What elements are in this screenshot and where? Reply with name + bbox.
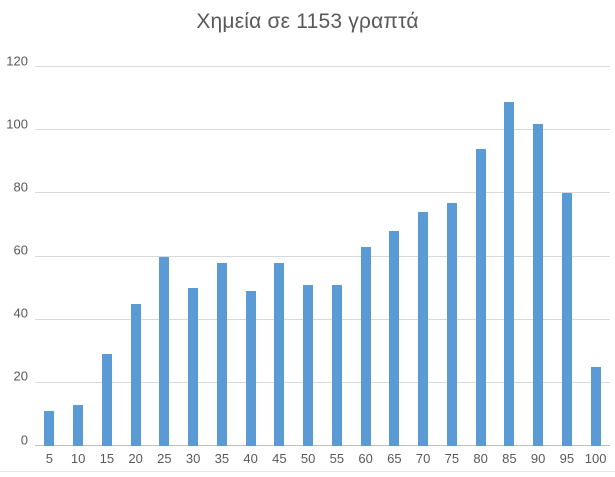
bar [101, 354, 112, 446]
y-axis-label: 60 [13, 242, 28, 258]
bar-slot [93, 67, 122, 446]
y-axis-label: 100 [6, 116, 28, 132]
gridline [35, 66, 610, 67]
plot-area [35, 66, 610, 446]
bar [418, 212, 429, 446]
bar [446, 202, 457, 446]
bar [561, 193, 572, 446]
gridline [35, 318, 610, 320]
bar [504, 101, 515, 446]
bar [73, 404, 84, 446]
bar-slot [409, 67, 438, 446]
gridline [35, 255, 610, 257]
bar-slot [524, 67, 553, 446]
bar [130, 303, 141, 446]
x-axis-label: 90 [530, 451, 546, 466]
x-axis-label: 70 [415, 451, 431, 466]
bar [44, 411, 55, 446]
x-axis-label: 45 [272, 451, 287, 466]
x-axis-label: 25 [157, 451, 172, 466]
bar-slot [495, 67, 524, 446]
bar-slot [236, 67, 265, 446]
gridline [35, 381, 610, 383]
x-axis-label: 80 [473, 451, 488, 466]
gridline [35, 129, 610, 131]
bar-slot [438, 67, 467, 446]
bar-slot [581, 67, 610, 446]
x-axis-label: 5 [45, 451, 53, 466]
y-axis-label: 40 [13, 305, 28, 321]
bar [303, 284, 314, 446]
bar-slot [121, 67, 150, 446]
x-axis: 5 10 15 20 25 30 35 40 45 50 55 60 65 70 75 80 85 90 95 100 [35, 452, 610, 465]
y-axis-label: 20 [13, 368, 28, 384]
bar-slot [294, 67, 323, 446]
bar-slot [380, 67, 409, 446]
x-axis-label: 95 [559, 451, 575, 466]
x-axis-label: 65 [387, 451, 402, 466]
bar [245, 291, 256, 446]
y-axis-label: 80 [13, 179, 28, 195]
chart-title: Χημεία σε 1153 γραπτά [196, 10, 419, 33]
x-axis-label: 75 [444, 451, 460, 466]
x-axis-label: 85 [502, 451, 517, 466]
x-axis-label: 100 [584, 451, 607, 466]
bar [389, 231, 400, 446]
bar [188, 288, 199, 446]
bar-slot [466, 67, 495, 446]
bar-slot [265, 67, 294, 446]
y-axis-label: 0 [20, 432, 28, 447]
bar-slot [150, 67, 179, 446]
bar [331, 284, 342, 446]
bar-slot [179, 67, 208, 446]
bar [533, 123, 544, 446]
x-axis-label: 35 [214, 451, 230, 466]
x-axis-label: 15 [99, 451, 115, 466]
bar [274, 262, 285, 446]
bar-slot [553, 67, 582, 446]
bar-slot [35, 67, 64, 446]
x-axis-label: 10 [70, 451, 86, 466]
x-axis-label: 55 [329, 451, 345, 466]
bar-slot [208, 67, 237, 446]
y-axis: 0 20 40 60 80 100 120 [0, 54, 28, 447]
x-axis-label: 50 [300, 451, 316, 466]
x-axis-label: 60 [358, 451, 373, 466]
bar [590, 367, 601, 446]
bar [216, 262, 227, 446]
bar-slot [64, 67, 93, 446]
y-axis-label: 120 [6, 53, 28, 68]
bar [475, 149, 486, 446]
bar-series [35, 67, 610, 446]
bar-slot [323, 67, 352, 446]
x-axis-label: 30 [185, 451, 201, 466]
chart-bottom-border [0, 471, 615, 472]
x-axis-line [35, 445, 610, 446]
x-axis-label: 20 [128, 451, 143, 466]
bar-slot [351, 67, 380, 446]
bar [159, 256, 170, 446]
bar [360, 247, 371, 446]
gridline [35, 192, 610, 194]
x-axis-label: 40 [243, 451, 258, 466]
